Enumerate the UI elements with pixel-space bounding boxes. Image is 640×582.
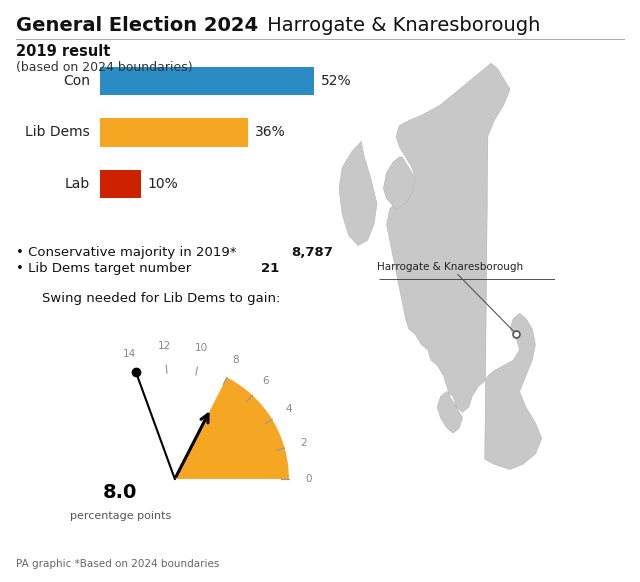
Text: 52%: 52% — [321, 74, 351, 88]
Bar — [100, 170, 141, 198]
Text: 2: 2 — [300, 438, 307, 448]
Text: 8: 8 — [232, 355, 239, 365]
Bar — [100, 118, 248, 147]
Polygon shape — [383, 157, 415, 209]
Text: • Lib Dems target number: • Lib Dems target number — [16, 262, 195, 275]
Text: 4: 4 — [285, 404, 292, 414]
Text: Harrogate & Knaresborough: Harrogate & Knaresborough — [377, 262, 523, 331]
Bar — [100, 67, 314, 95]
Polygon shape — [387, 63, 541, 470]
Text: 12: 12 — [158, 341, 172, 351]
Wedge shape — [175, 377, 289, 479]
Text: Harrogate & Knaresborough: Harrogate & Knaresborough — [261, 16, 541, 36]
Text: percentage points: percentage points — [70, 510, 171, 520]
Text: 10%: 10% — [148, 177, 179, 191]
Text: 0: 0 — [305, 474, 312, 484]
Text: 8.0: 8.0 — [103, 483, 138, 502]
Text: 6: 6 — [262, 376, 269, 386]
Text: (based on 2024 boundaries): (based on 2024 boundaries) — [16, 61, 193, 73]
Text: 21: 21 — [261, 262, 280, 275]
Text: Swing needed for Lib Dems to gain:: Swing needed for Lib Dems to gain: — [42, 292, 280, 305]
Text: General Election 2024: General Election 2024 — [16, 16, 258, 36]
Text: 10: 10 — [195, 343, 208, 353]
Text: Lib Dems: Lib Dems — [25, 125, 90, 140]
Text: 14: 14 — [122, 349, 136, 359]
Text: PA graphic *Based on 2024 boundaries: PA graphic *Based on 2024 boundaries — [16, 559, 220, 569]
Text: Lab: Lab — [65, 177, 90, 191]
Text: 2019 result: 2019 result — [16, 44, 110, 59]
Text: 36%: 36% — [255, 125, 285, 140]
Text: 8,787: 8,787 — [291, 246, 333, 258]
Text: Con: Con — [63, 74, 90, 88]
Polygon shape — [339, 141, 377, 246]
Text: • Conservative majority in 2019*: • Conservative majority in 2019* — [16, 246, 241, 258]
